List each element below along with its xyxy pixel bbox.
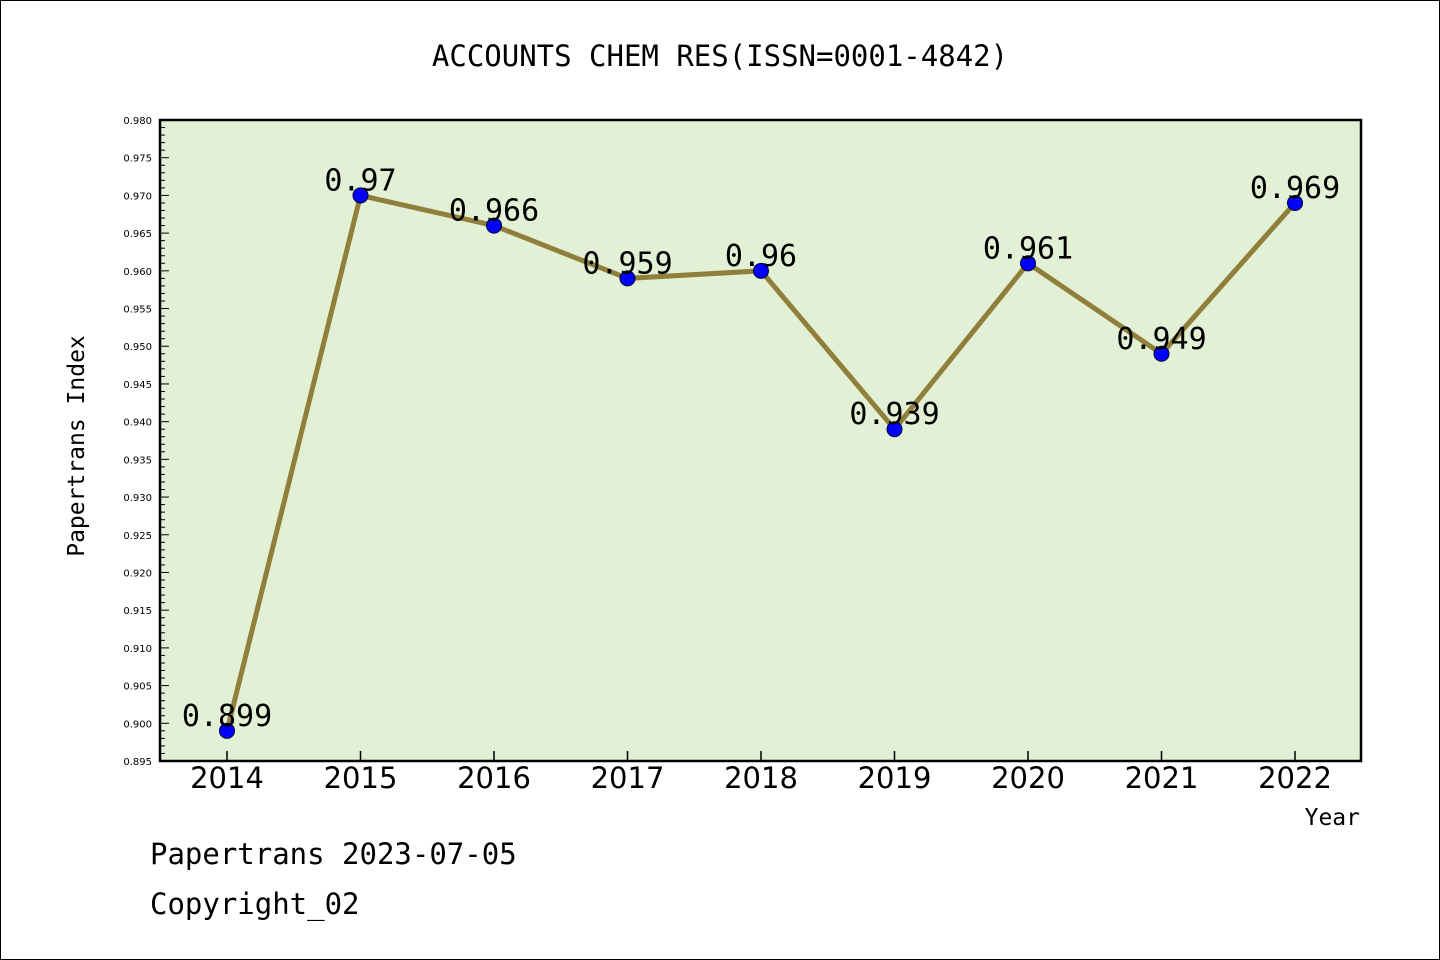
- x-tick-label: 2016: [457, 761, 531, 795]
- x-tick-label: 2015: [324, 761, 398, 795]
- x-axis: 2014 2015 2016 2017 2018 2019 2020 2021 2022: [190, 751, 1332, 795]
- x-tick-label: 2022: [1258, 761, 1332, 795]
- x-tick-label: 2014: [190, 761, 264, 795]
- data-point: [886, 421, 903, 438]
- x-tick-label: 2017: [591, 761, 665, 795]
- y-tick-label: 0.945: [123, 380, 152, 391]
- y-tick-label: 0.965: [123, 229, 152, 240]
- data-label: 0.96: [725, 239, 797, 274]
- y-tick-label: 0.935: [123, 455, 152, 466]
- plot-area: [160, 120, 1361, 761]
- y-tick-label: 0.915: [123, 606, 152, 617]
- y-tick-label: 0.900: [123, 719, 152, 730]
- y-tick-label: 0.950: [123, 342, 152, 353]
- data-point: [352, 187, 369, 204]
- y-axis: 0.895 0.900 0.905 0.910 0.915 0.920 0.925 0.930…: [123, 116, 169, 768]
- y-tick-label: 0.980: [123, 116, 152, 127]
- y-tick-label: 0.895: [123, 757, 152, 768]
- data-label: 0.961: [983, 231, 1073, 266]
- y-tick-label: 0.940: [123, 418, 152, 429]
- data-label: 0.97: [324, 163, 396, 198]
- y-tick-label: 0.975: [123, 154, 152, 165]
- y-tick-label: 0.955: [123, 305, 152, 316]
- y-tick-label: 0.910: [123, 644, 152, 655]
- data-label: 0.899: [182, 699, 272, 734]
- y-tick-label: 0.905: [123, 682, 152, 693]
- x-tick-label: 2021: [1125, 761, 1199, 795]
- y-tick-label: 0.930: [123, 493, 152, 504]
- plot-border: [158, 118, 1363, 763]
- data-label: 0.966: [449, 194, 539, 229]
- y-tick-label: 0.960: [123, 267, 152, 278]
- data-point: [1153, 345, 1170, 362]
- data-label: 0.969: [1250, 171, 1340, 206]
- y-tick-label: 0.970: [123, 191, 152, 202]
- y-tick-label: 0.925: [123, 531, 152, 542]
- y-tick-label: 0.920: [123, 568, 152, 579]
- x-tick-label: 2020: [991, 761, 1065, 795]
- series-layer: 0.899 0.97 0.966 0.959 0.96 0.939 0.961 0.949 0.…: [182, 163, 1340, 739]
- data-label: 0.939: [849, 397, 939, 432]
- x-axis-label: Year: [1305, 805, 1360, 831]
- data-point: [1020, 255, 1036, 272]
- x-tick-label: 2019: [858, 761, 932, 795]
- x-tick-label: 2018: [724, 761, 798, 795]
- data-point: [486, 217, 502, 234]
- data-label: 0.959: [582, 246, 672, 281]
- footer-copyright: Copyright_02: [150, 887, 360, 922]
- data-point: [753, 262, 769, 279]
- data-label: 0.949: [1116, 322, 1206, 357]
- data-point: [619, 270, 636, 287]
- chart-title: ACCOUNTS CHEM RES(ISSN=0001-4842): [432, 39, 1008, 73]
- footer-date: Papertrans 2023-07-05: [150, 837, 517, 871]
- data-point: [219, 722, 235, 739]
- y-axis-label: Papertrans Index: [64, 335, 90, 557]
- data-point: [1287, 194, 1303, 211]
